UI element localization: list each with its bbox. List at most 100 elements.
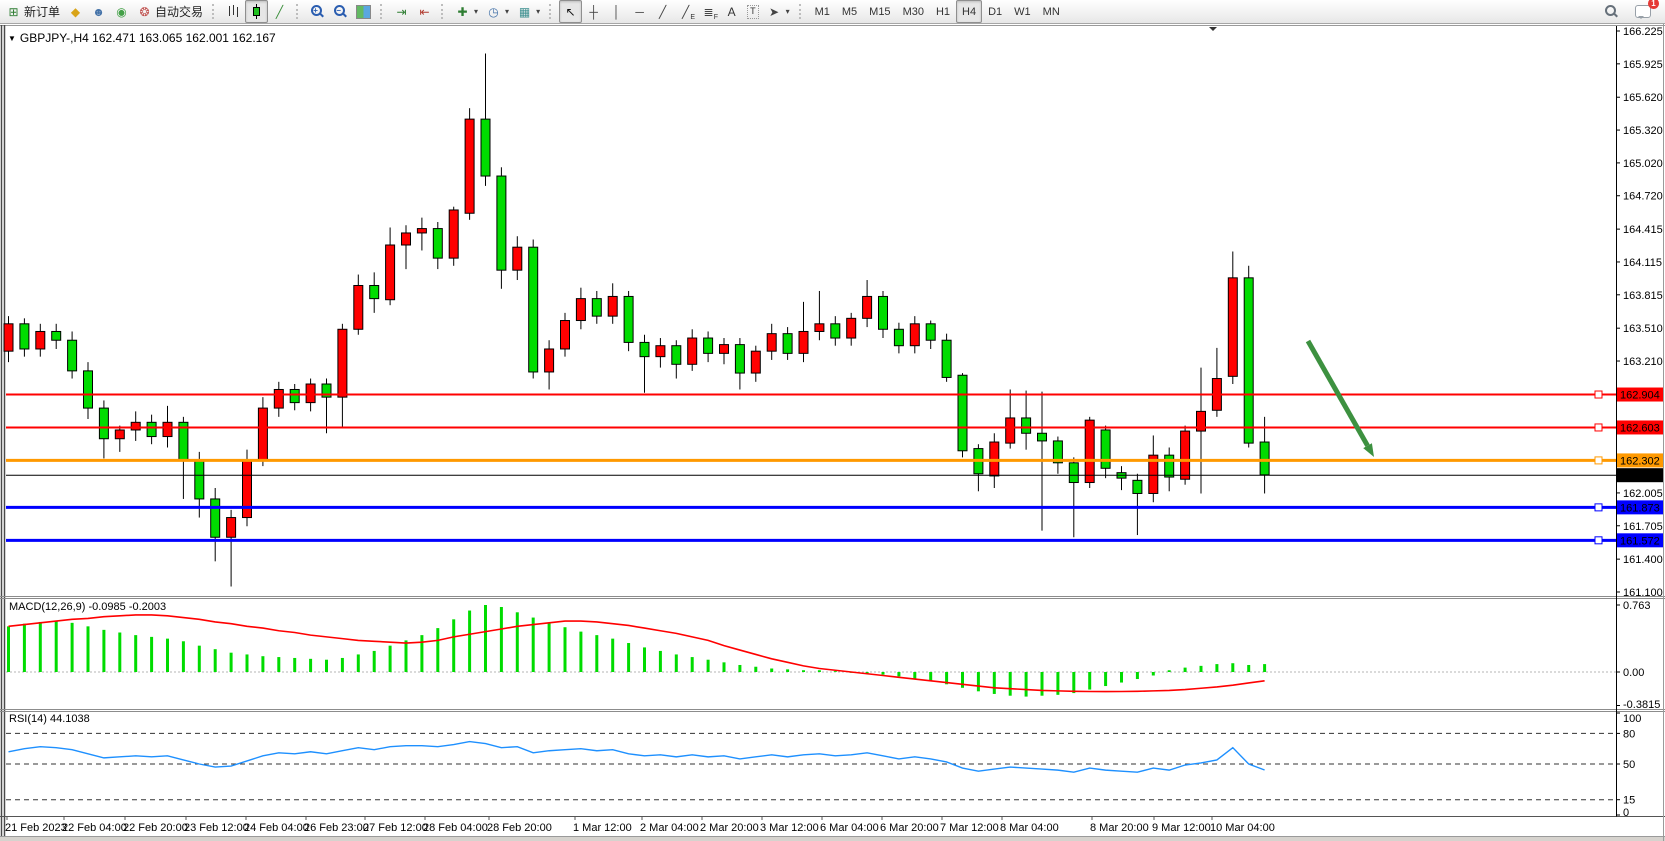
cursor-arrow-icon: ↖ [565,4,576,19]
time-label: 23 Feb 12:00 [184,822,249,834]
macd-histogram [7,605,1267,697]
candle [1132,479,1143,494]
price-tick-label: 163.210 [1623,356,1663,368]
tile-windows-button[interactable] [352,0,375,23]
price-tick-label: 163.510 [1623,323,1663,335]
timeframe-m1[interactable]: M1 [814,5,830,18]
toolbar-grip [798,4,804,19]
time-label: 28 Feb 04:00 [423,822,488,834]
line-handle[interactable] [1594,536,1603,545]
chevron-down-icon[interactable]: ▾ [505,7,510,16]
timeframe-h4[interactable]: H4 [956,0,983,23]
candle [1164,454,1175,478]
magnifier-minus-icon: − [333,4,348,19]
candle [257,407,268,462]
candle [925,323,936,341]
chart-shift-marker-icon[interactable] [1209,27,1217,31]
candle [909,323,920,347]
notifications-button[interactable]: 1 [1631,0,1659,23]
candle [83,370,93,409]
search-button[interactable] [1600,0,1623,23]
zoom-out-button[interactable]: − [329,0,352,23]
line-handle[interactable] [1594,390,1603,399]
candle [512,246,523,271]
text-label-button[interactable]: T [743,0,763,23]
bar-chart-button[interactable] [222,0,245,23]
time-label: 24 Feb 04:00 [244,822,309,834]
price-tag-label: 161.873 [1620,502,1660,514]
clock-icon: ◷ [488,4,499,19]
new-order-button[interactable]: ⊞ 新订单 [2,0,64,23]
time-label: 22 Feb 04:00 [62,822,127,834]
chat-bubble-icon [1635,5,1651,19]
cursor-button[interactable]: ↖ [559,0,583,23]
market-watch-button[interactable]: ◆ [64,0,87,23]
toolbar-grip [380,4,385,19]
candle [719,344,729,354]
templates-button[interactable]: ▦ ▾ [513,0,544,23]
zoom-in-button[interactable]: + [306,0,329,23]
line-handle[interactable] [1594,456,1603,465]
line-chart-button[interactable]: ╱ [268,0,291,23]
text-icon: A [727,4,736,19]
vertical-line-button[interactable]: │ [605,0,628,23]
candle [210,498,221,538]
timeframe-h1[interactable]: H1 [935,5,951,18]
line-handle[interactable] [1594,503,1603,512]
trend-arrow[interactable] [1305,339,1370,447]
trendline-icon: ╱ [658,4,667,19]
toolbar-right: 1 [1600,0,1659,23]
price-tag [1617,387,1664,402]
crosshair-button[interactable]: ┼ [582,0,605,23]
chevron-down-icon[interactable]: ▾ [536,7,541,16]
candle [432,228,443,259]
horizontal-line-button[interactable]: ─ [628,0,651,23]
price-tick-label: 161.100 [1623,587,1663,599]
time-label: 10 Mar 04:00 [1210,822,1275,834]
candle [750,350,761,374]
candle [1068,462,1079,484]
candle [893,328,904,347]
macd-tick-label: 0.763 [1623,600,1651,612]
timeframe-w1[interactable]: W1 [1014,5,1031,18]
timeframe-d1[interactable]: D1 [988,5,1003,18]
candle [1100,429,1111,469]
candle [51,330,62,341]
timeframe-m5[interactable]: M5 [841,5,858,18]
candlestick-chart-button[interactable] [245,0,269,23]
indicator-plus-icon: ✚ [457,4,468,19]
price-tag-label: 161.572 [1620,535,1660,547]
candle [242,460,252,519]
channel-button[interactable]: ╱ E [674,0,697,23]
text-button[interactable]: A [720,0,743,23]
signals-button[interactable]: ◉ [110,0,133,23]
periods-button[interactable]: ◷ ▾ [482,0,513,23]
chevron-down-icon[interactable]: ▾ [785,7,790,16]
timeframe-mn[interactable]: MN [1042,5,1060,18]
chart-shift-button[interactable]: ⇤ [413,0,436,23]
navigator-button[interactable]: ☻ [87,0,110,23]
candle [480,118,491,177]
radio-signal-icon: ◉ [116,4,127,19]
candle [353,284,364,330]
timeframe-m30[interactable]: M30 [902,5,924,18]
timeframe-m15[interactable]: M15 [869,5,891,18]
fibonacci-button[interactable]: ≣ F [697,0,720,23]
line-handle[interactable] [1594,423,1603,432]
auto-scroll-button[interactable]: ⇥ [390,0,413,23]
time-label: 26 Feb 23:00 [304,822,369,834]
autotrading-button[interactable]: ❂ 自动交易 [133,0,207,23]
trend-arrow-head[interactable] [1363,443,1374,457]
chevron-down-icon[interactable]: ▾ [474,7,479,16]
candle [703,337,714,354]
rsi-tick-label: 0 [1623,807,1629,819]
macd-tick-label: -0.3815 [1623,699,1660,711]
indicators-button[interactable]: ✚ ▾ [451,0,482,23]
candle [687,337,698,365]
arrows-button[interactable]: ➤ ▾ [763,0,794,23]
price-tick-label: 161.400 [1623,554,1663,566]
candlesticks [3,53,1270,587]
macd-tick-label: 0.00 [1623,667,1644,679]
trendline-button[interactable]: ╱ [651,0,674,23]
